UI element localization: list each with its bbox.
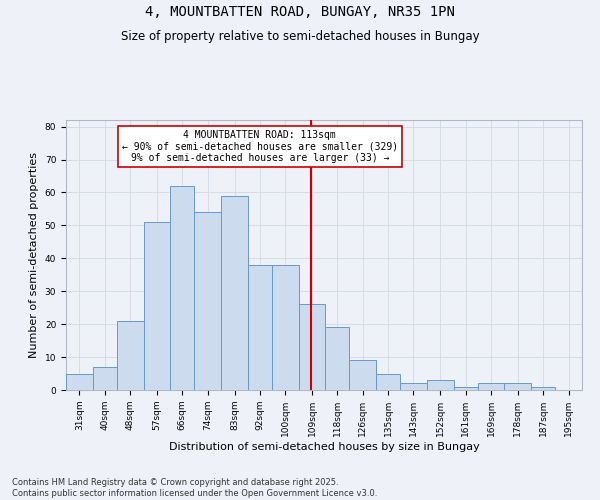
- Text: 4, MOUNTBATTEN ROAD, BUNGAY, NR35 1PN: 4, MOUNTBATTEN ROAD, BUNGAY, NR35 1PN: [145, 5, 455, 19]
- Bar: [194, 212, 221, 390]
- Text: Contains HM Land Registry data © Crown copyright and database right 2025.
Contai: Contains HM Land Registry data © Crown c…: [12, 478, 377, 498]
- Bar: [454, 386, 478, 390]
- Bar: [221, 196, 248, 390]
- Bar: [400, 384, 427, 390]
- Bar: [427, 380, 454, 390]
- Text: 4 MOUNTBATTEN ROAD: 113sqm
← 90% of semi-detached houses are smaller (329)
9% of: 4 MOUNTBATTEN ROAD: 113sqm ← 90% of semi…: [122, 130, 398, 163]
- Bar: [117, 321, 143, 390]
- Bar: [531, 386, 555, 390]
- Bar: [93, 367, 117, 390]
- Bar: [349, 360, 376, 390]
- Text: Size of property relative to semi-detached houses in Bungay: Size of property relative to semi-detach…: [121, 30, 479, 43]
- Bar: [170, 186, 194, 390]
- Bar: [299, 304, 325, 390]
- Bar: [143, 222, 170, 390]
- Bar: [325, 328, 349, 390]
- Bar: [248, 265, 272, 390]
- Bar: [478, 384, 505, 390]
- Bar: [272, 265, 299, 390]
- Bar: [66, 374, 93, 390]
- Y-axis label: Number of semi-detached properties: Number of semi-detached properties: [29, 152, 39, 358]
- Bar: [376, 374, 400, 390]
- X-axis label: Distribution of semi-detached houses by size in Bungay: Distribution of semi-detached houses by …: [169, 442, 479, 452]
- Bar: [505, 384, 531, 390]
